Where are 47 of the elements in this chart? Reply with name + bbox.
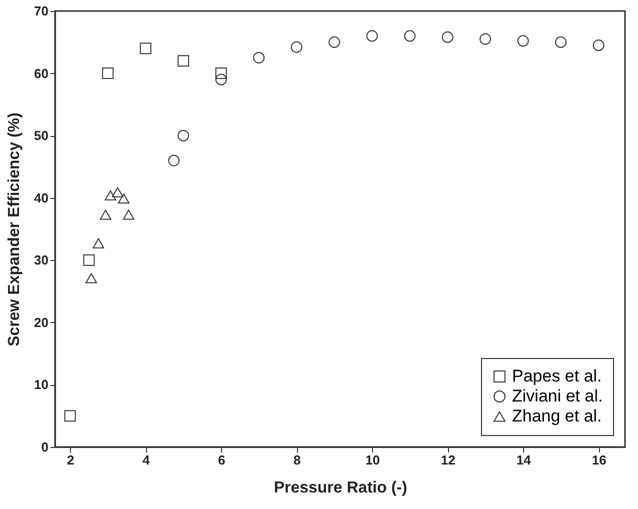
x-tick-label: 2 xyxy=(66,452,74,468)
y-tick-label: 0 xyxy=(41,440,48,454)
point xyxy=(85,273,97,284)
y-tick-label: 60 xyxy=(34,66,48,81)
y-axis-title: Screw Expander Efficiency (%) xyxy=(6,112,24,346)
x-tick-label: 4 xyxy=(142,452,150,468)
point xyxy=(366,30,378,42)
point xyxy=(592,40,604,51)
y-tick-label: 50 xyxy=(34,128,48,144)
point xyxy=(442,31,454,43)
y-tick-label: 20 xyxy=(34,314,48,330)
point xyxy=(178,55,190,67)
y-tick-label: 10 xyxy=(34,377,48,392)
point xyxy=(118,193,130,204)
point xyxy=(104,190,116,200)
point xyxy=(168,154,180,166)
y-tick-label: 40 xyxy=(34,190,48,206)
point xyxy=(404,30,416,42)
point xyxy=(290,41,302,53)
x-axis-title: Pressure Ratio (-) xyxy=(274,480,408,496)
y-tick-label: 70 xyxy=(34,4,48,18)
legend-label: Zhang et al. xyxy=(512,406,602,426)
point xyxy=(92,238,104,248)
point xyxy=(215,68,227,80)
point xyxy=(480,33,492,45)
point xyxy=(517,35,529,47)
point xyxy=(102,68,114,80)
x-tick-label: 12 xyxy=(440,452,456,468)
point xyxy=(100,210,112,220)
x-tick-label: 14 xyxy=(516,452,532,468)
point xyxy=(122,210,134,220)
legend-label: Papes et al. xyxy=(512,366,602,386)
point xyxy=(83,254,95,266)
y-tick-label: 30 xyxy=(34,252,48,268)
point xyxy=(328,36,340,48)
point xyxy=(178,130,190,142)
x-tick-label: 8 xyxy=(293,452,301,468)
point xyxy=(112,187,124,198)
point xyxy=(555,36,567,48)
x-tick-label: 10 xyxy=(365,452,380,468)
x-tick-label: 16 xyxy=(592,452,606,468)
point xyxy=(215,74,227,86)
point xyxy=(253,52,265,64)
point xyxy=(140,42,152,54)
x-tick-label: 6 xyxy=(218,452,226,468)
point xyxy=(64,410,76,422)
legend-label: Ziviani et al. xyxy=(512,386,603,406)
